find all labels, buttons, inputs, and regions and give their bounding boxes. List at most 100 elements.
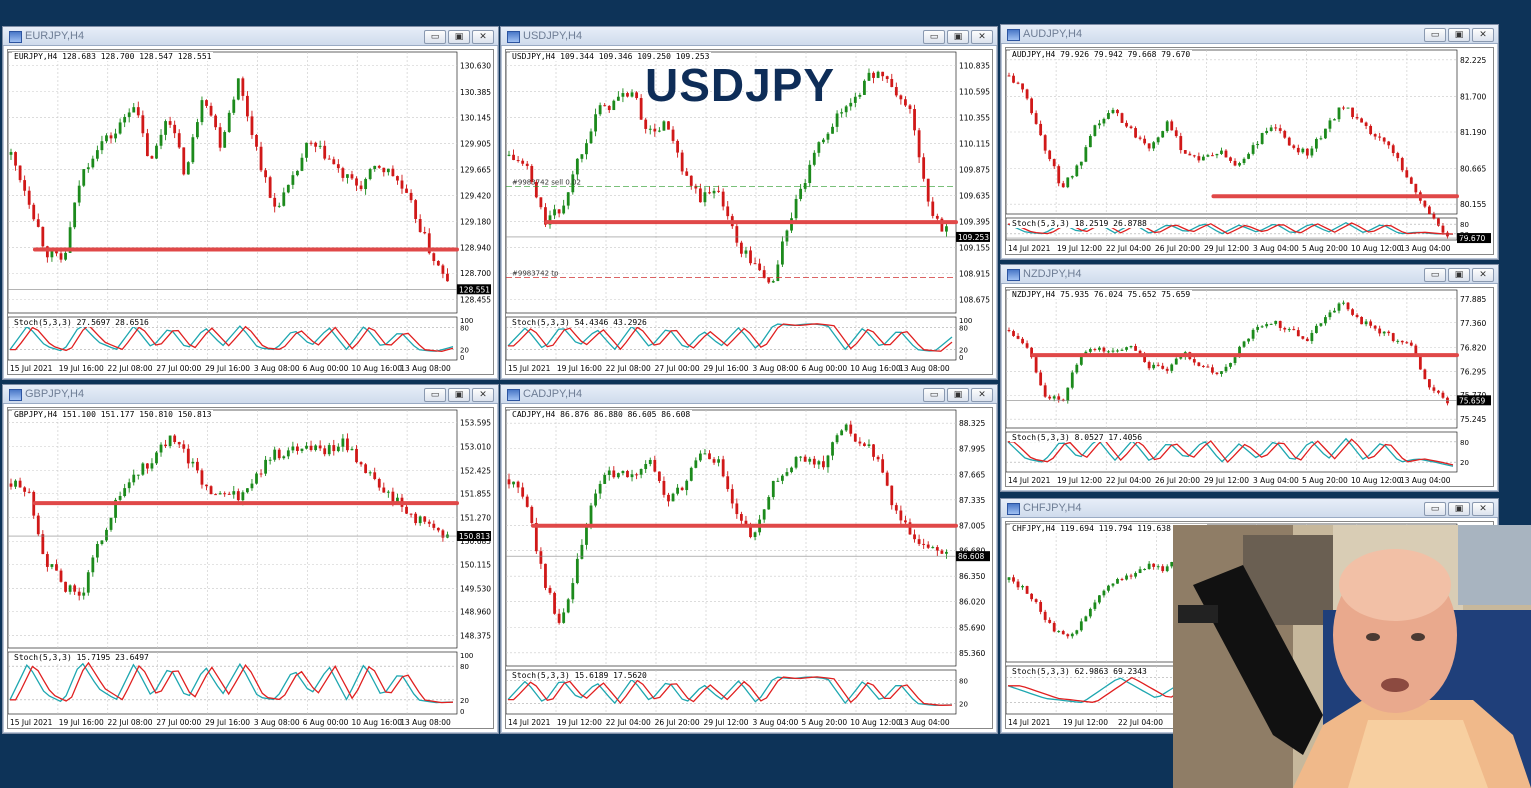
window-titlebar[interactable]: GBPJPY,H4 ▭ ▣ ✕	[3, 385, 498, 404]
chart-window-nzdjpy[interactable]: NZDJPY,H4 ▭ ▣ ✕ 77.885 77.360 76.820 76.295…	[1000, 264, 1499, 492]
ohlc-header: EURJPY,H4 128.683 128.700 128.547 128.55…	[12, 52, 214, 61]
candle-body	[1057, 631, 1061, 633]
candle-body	[1427, 206, 1431, 215]
candle-body	[730, 489, 734, 504]
candle-body	[423, 516, 427, 522]
candle-body	[1269, 127, 1273, 131]
minimize-button[interactable]: ▭	[1424, 28, 1446, 42]
candle-body	[1360, 316, 1363, 325]
candle-body	[359, 185, 363, 190]
candle-body	[1238, 163, 1241, 166]
chart-window-cadjpy[interactable]: CADJPY,H4 ▭ ▣ ✕ 88.325 87.995 87.665 87.335…	[500, 384, 998, 734]
candle-body	[405, 506, 408, 514]
close-button[interactable]: ✕	[472, 388, 494, 402]
window-titlebar[interactable]: USDJPY,H4 ▭ ▣ ✕	[501, 27, 997, 46]
window-titlebar[interactable]: NZDJPY,H4 ▭ ▣ ✕	[1001, 265, 1498, 284]
candle-body	[507, 154, 511, 156]
candle-body	[762, 270, 766, 279]
close-button[interactable]: ✕	[971, 30, 993, 44]
close-button[interactable]: ✕	[1472, 28, 1494, 42]
chart-window-eurjpy[interactable]: EURJPY,H4 ▭ ▣ ✕ 130.630 130.385 130.145 129…	[2, 26, 499, 380]
current-price-label: 150.813	[459, 532, 490, 541]
candle-body	[1256, 327, 1260, 330]
candle-body	[1043, 611, 1047, 620]
candle-body	[241, 492, 245, 501]
close-button[interactable]: ✕	[1472, 268, 1494, 282]
candle-body	[657, 130, 661, 132]
candle-body	[680, 152, 684, 172]
candle-body	[1134, 573, 1137, 577]
candle-body	[557, 209, 561, 214]
candle-body	[1102, 118, 1106, 124]
minimize-button[interactable]: ▭	[1424, 268, 1446, 282]
candle-body	[1075, 364, 1079, 373]
minimize-button[interactable]: ▭	[1424, 502, 1446, 516]
candle-body	[1088, 135, 1092, 148]
price-axis-label: 86.680	[959, 547, 985, 556]
minimize-button[interactable]: ▭	[923, 388, 945, 402]
candle-body	[653, 459, 657, 472]
maximize-button[interactable]: ▣	[947, 388, 969, 402]
date-axis-label: 29 Jul 16:00	[704, 364, 749, 373]
price-chart: 153.595 153.010 152.425 151.855 151.270 150.6…	[8, 409, 491, 727]
candle-body	[858, 441, 862, 444]
candle-body	[91, 158, 95, 168]
close-button[interactable]: ✕	[1472, 502, 1494, 516]
maximize-button[interactable]: ▣	[1448, 268, 1470, 282]
price-axis-label: 153.595	[460, 419, 491, 428]
chart-area[interactable]: 110.835 110.595 110.355 110.115 109.875 109.6…	[505, 49, 993, 375]
candle-body	[603, 105, 607, 107]
close-button[interactable]: ✕	[971, 388, 993, 402]
candle-body	[935, 215, 939, 219]
candle-body	[405, 188, 408, 193]
date-axis-label: 27 Jul 00:00	[156, 364, 201, 373]
chart-area[interactable]: 130.630 130.385 130.145 129.905 129.665 129.4…	[7, 49, 494, 375]
candle-body	[589, 131, 593, 144]
chart-area[interactable]: 153.595 153.010 152.425 151.855 151.270 150.6…	[7, 407, 494, 729]
candle-body	[922, 157, 926, 179]
candle-body	[23, 180, 27, 191]
minimize-button[interactable]: ▭	[424, 388, 446, 402]
candle-body	[232, 491, 236, 495]
maximize-button[interactable]: ▣	[1448, 28, 1470, 42]
candle-body	[776, 264, 780, 282]
price-axis-label: 77.360	[1460, 319, 1486, 328]
candle-body	[1039, 601, 1043, 612]
stoch-axis-label: 80	[959, 678, 968, 686]
maximize-button[interactable]: ▣	[1448, 502, 1470, 516]
window-titlebar[interactable]: AUDJPY,H4 ▭ ▣ ✕	[1001, 25, 1498, 44]
candle-body	[1079, 161, 1083, 166]
candle-body	[1066, 634, 1070, 637]
candle-body	[1278, 128, 1282, 131]
date-axis-label: 27 Jul 00:00	[655, 364, 700, 373]
maximize-button[interactable]: ▣	[448, 388, 470, 402]
minimize-button[interactable]: ▭	[923, 30, 945, 44]
date-axis-label: 19 Jul 16:00	[59, 718, 104, 727]
maximize-button[interactable]: ▣	[448, 30, 470, 44]
date-axis-label: 6 Aug 00:00	[303, 364, 349, 373]
candle-body	[575, 158, 579, 175]
candle-body	[1423, 369, 1427, 380]
chart-window-usdjpy[interactable]: USDJPY,H4 ▭ ▣ ✕ 110.835 110.595 110.355 110…	[500, 26, 998, 380]
window-titlebar[interactable]: CHFJPY,H4 ▭ ▣ ✕	[1001, 499, 1498, 518]
chart-area[interactable]: 82.225 81.700 81.190 80.665 80.155 79.670 80 20…	[1005, 47, 1494, 255]
minimize-button[interactable]: ▭	[424, 30, 446, 44]
chart-area[interactable]: 77.88577.36076.82076.29575.77075.24575.6…	[1005, 287, 1494, 487]
candle-body	[890, 78, 894, 88]
candle-body	[1373, 325, 1377, 329]
chart-area[interactable]: 88.325 87.995 87.665 87.335 87.005 86.680 86.3…	[505, 407, 993, 729]
chart-window-audjpy[interactable]: AUDJPY,H4 ▭ ▣ ✕ 82.225 81.700 81.190 80.665…	[1000, 24, 1499, 260]
close-button[interactable]: ✕	[472, 30, 494, 44]
candle-body	[1134, 346, 1137, 351]
candle-body	[803, 182, 807, 189]
candle-body	[1233, 357, 1237, 363]
price-axis-label: 109.395	[959, 218, 990, 227]
chart-window-gbpjpy[interactable]: GBPJPY,H4 ▭ ▣ ✕ 153.595 153.010 152.425 151…	[2, 384, 499, 734]
price-axis-label: 110.595	[959, 87, 990, 96]
candle-body	[1039, 372, 1043, 386]
window-titlebar[interactable]: CADJPY,H4 ▭ ▣ ✕	[501, 385, 997, 404]
maximize-button[interactable]: ▣	[947, 30, 969, 44]
date-axis-label: 6 Aug 00:00	[801, 364, 847, 373]
window-titlebar[interactable]: EURJPY,H4 ▭ ▣ ✕	[3, 27, 498, 46]
candle-body	[753, 532, 757, 538]
